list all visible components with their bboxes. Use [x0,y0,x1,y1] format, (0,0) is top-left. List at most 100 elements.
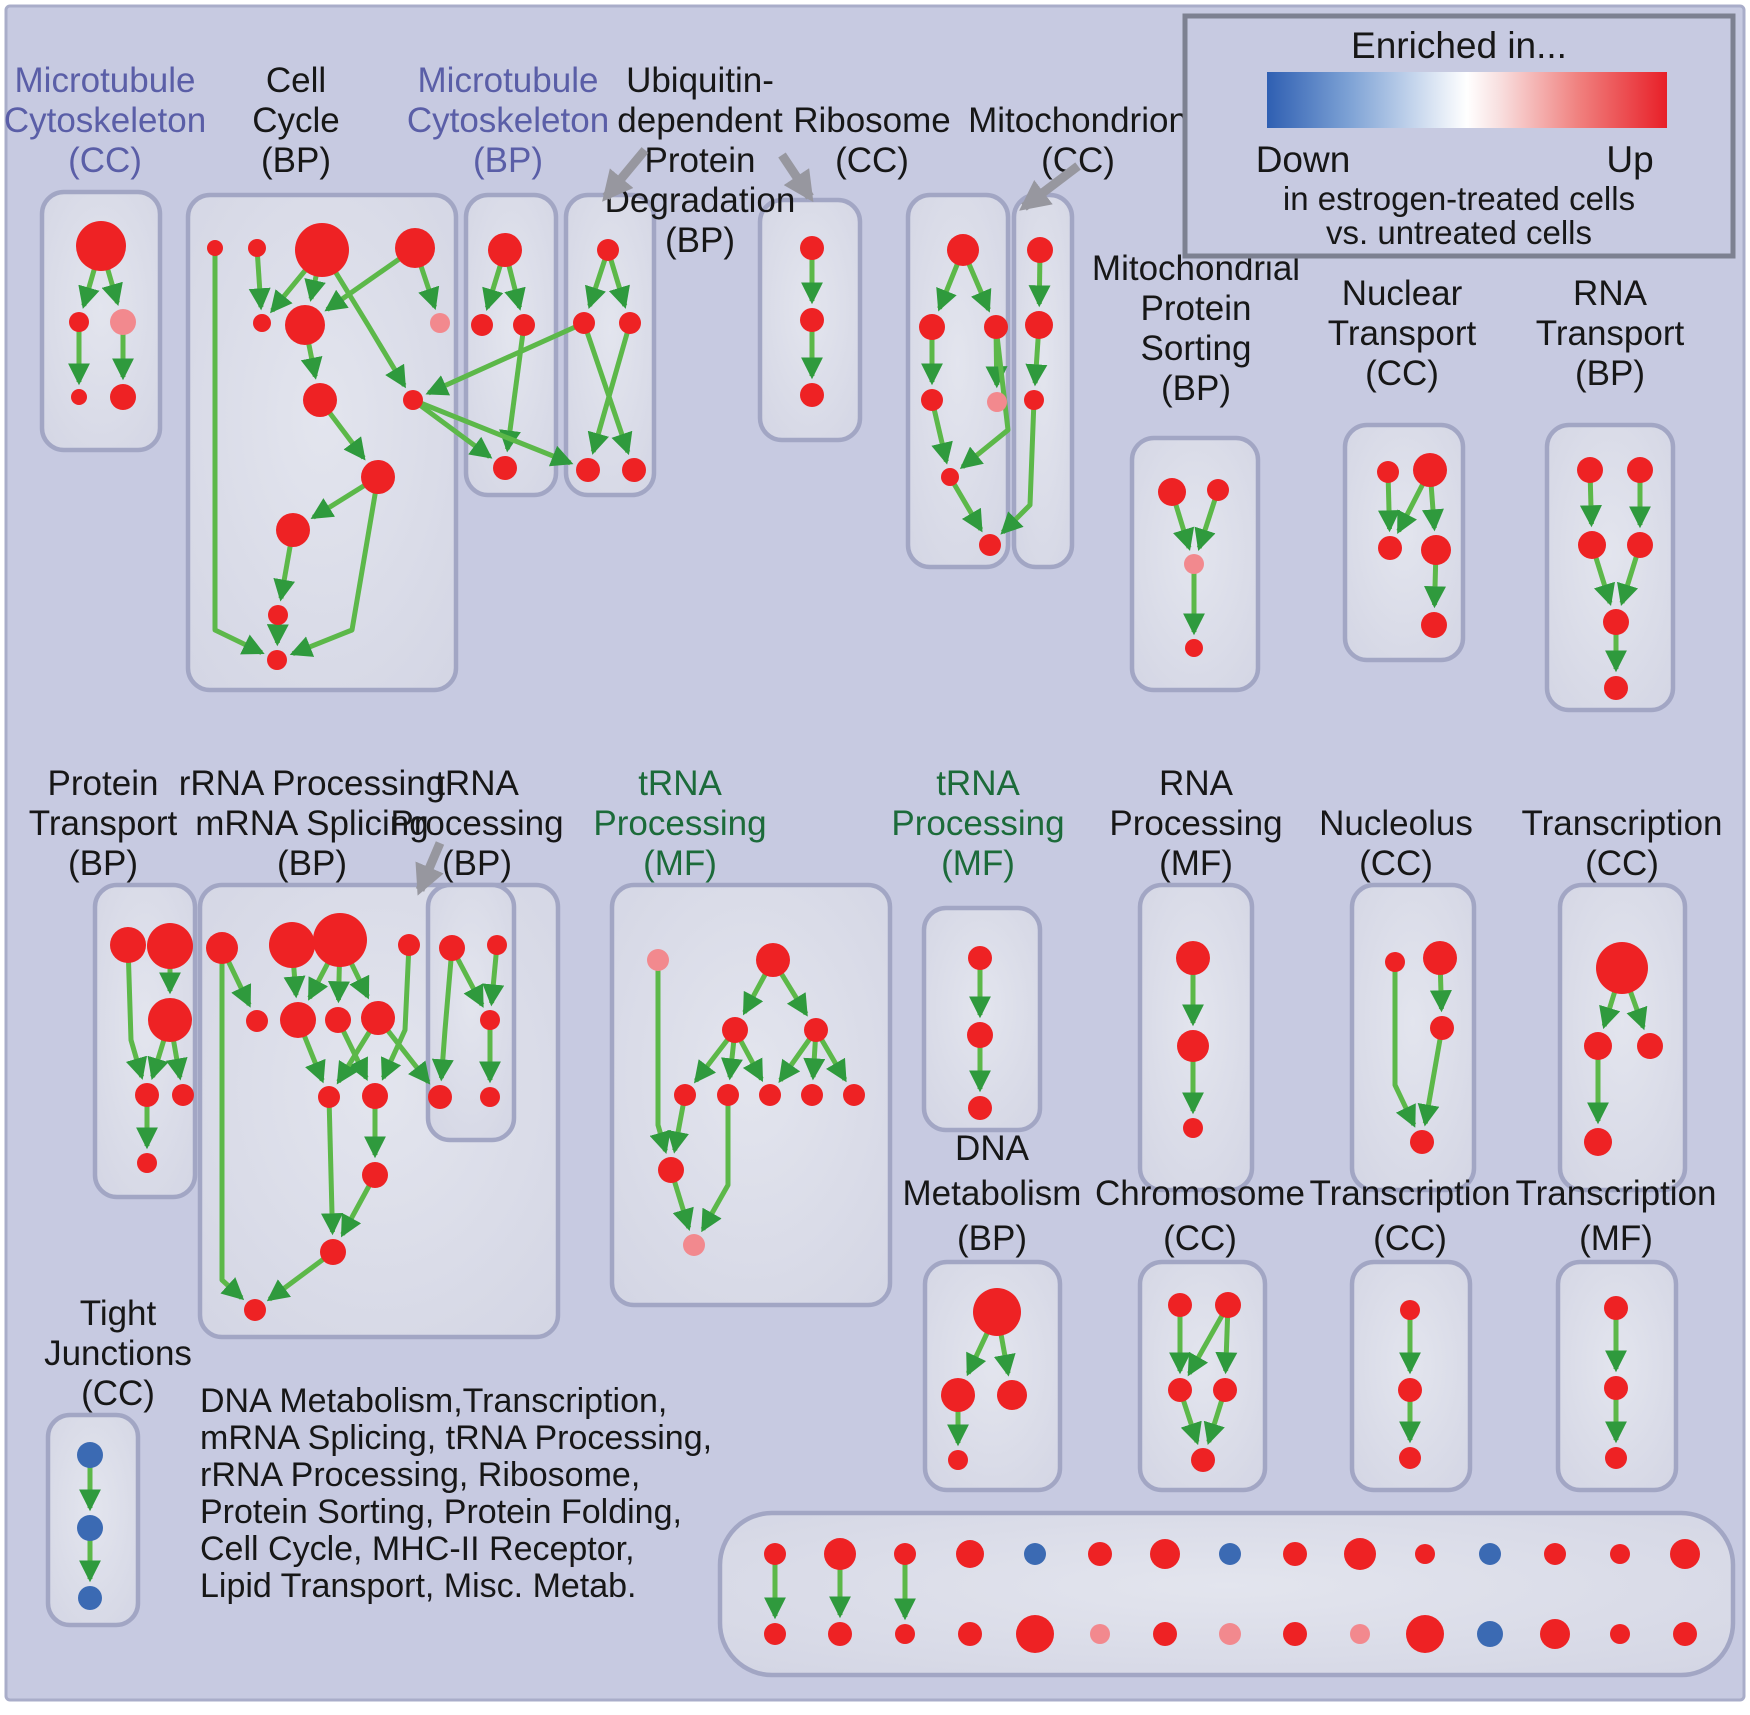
node-ribosome-r6 [979,534,1001,556]
label-trna_processing_bp-line-2: (BP) [442,844,512,883]
edge-nucleolus-e0-e3 [1392,962,1417,1128]
label-nucleolus-line-1: (CC) [1359,844,1433,883]
edge-cell_cycle-c1-c4 [248,247,271,311]
label-rna_processing_mf-line-2: (MF) [1159,844,1233,883]
label-microtubule_cc-line-0: Microtubule [15,61,196,100]
node-microtubule_cc-a3 [71,389,87,405]
node-cell_cycle-c0 [207,240,223,256]
label-trna_processing_mf_big-line-0: tRNA [638,764,722,803]
node-misc_strip-bt14 [1670,1539,1700,1569]
node-misc_strip-bb1 [828,1622,852,1646]
label-rna_transport-line-2: (BP) [1575,354,1645,393]
node-rrna_processing-g2 [313,913,367,967]
group-box-transcription_mf [1555,1259,1679,1493]
node-ribosome-r3 [921,389,943,411]
label-ubiquitin_box1-line-2: Protein [645,141,756,180]
label-ubiquitin_box1-line-3: Degradation [605,181,796,220]
node-microtubule_bp-m1 [471,314,493,336]
node-cell_cycle-c6 [430,313,450,333]
node-misc_strip-bb11 [1477,1621,1503,1647]
annotation-arrow-2 [1019,162,1081,211]
node-misc_strip-bb5 [1090,1624,1110,1644]
edge-trna_processing_mf_big-f0-f9 [649,960,671,1154]
node-misc_strip-bb9 [1350,1624,1370,1644]
node-protein_transport-w2 [148,998,192,1042]
node-misc_strip-bb0 [764,1623,786,1645]
label-trna_processing_mf_small-line-2: (MF) [941,844,1015,883]
node-transcription_cc_1-x2 [1637,1033,1663,1059]
node-ribosome-r2 [984,315,1008,339]
node-trna_processing_mf_big-f6 [759,1084,781,1106]
label-transcription_cc_2-line-1: (CC) [1373,1219,1447,1258]
node-microtubule_cc-a4 [110,384,136,410]
label-microtubule_bp-line-1: Cytoskeleton [407,101,609,140]
edge-microtubule_bp-m2-m3 [499,324,527,453]
node-rrna_processing-g9 [362,1083,388,1109]
annotation-arrow-0 [602,147,649,202]
group-box-transcription_cc_1 [1557,882,1688,1193]
node-cell_cycle-c12 [267,650,287,670]
label-tight_junctions-line-2: (CC) [81,1374,155,1413]
node-transcription_cc_2-y1 [1398,1378,1422,1402]
cross-edge-mitochondrion-t2-ribosome-r6 [1000,399,1037,535]
node-trna_processing_mf_big-f1 [756,943,790,977]
node-ubiquitin_box1-u2 [619,312,641,334]
node-tight_junctions-j0 [77,1442,103,1468]
label-chromosome-line-0: Chromosome [1095,1174,1305,1213]
label-trna_processing_mf_big-line-2: (MF) [643,844,717,883]
node-misc_strip-bb7 [1219,1623,1241,1645]
misc-text-line-1: mRNA Splicing, tRNA Processing, [200,1419,712,1457]
node-rna_processing_mf-q0 [1176,941,1210,975]
node-nucleolus-e2 [1430,1016,1454,1040]
node-nucleolus-e0 [1385,952,1405,972]
edge-protein_transport-w0-w3 [125,944,148,1080]
edge-cell_cycle-c2-c8 [319,248,407,389]
node-trna_processing_mf_big-f4 [674,1084,696,1106]
label-protein_transport-line-2: (BP) [68,844,138,883]
node-microtubule_cc-a1 [69,312,89,332]
label-tight_junctions-line-1: Junctions [44,1334,192,1373]
edge-rrna_processing-g8-g11 [321,1096,343,1236]
node-transcription_cc_2-y2 [1399,1447,1421,1469]
node-misc_strip-bt10 [1415,1544,1435,1564]
label-dna_metabolism-line-1: Metabolism [903,1174,1082,1213]
label-tight_junctions-line-0: Tight [80,1294,157,1333]
node-cell_cycle-c4 [253,314,271,332]
misc-text-line-0: DNA Metabolism,Transcription, [200,1382,667,1420]
node-ubiquitin_box1-u3 [576,458,600,482]
node-microtubule_bp-m2 [513,314,535,336]
group-box-microtubule_bp [463,192,559,498]
node-ribosome-r5 [941,468,959,486]
node-mito_protein_sorting-p0 [1158,478,1186,506]
node-cell_cycle-c3 [395,228,435,268]
edge-trna_processing_bp-tb0-tb3 [431,947,455,1082]
cross-edge-cell_cycle-c8-ubiquitin_box1-u3 [412,397,574,467]
label-transcription_cc_1-line-1: (CC) [1585,844,1659,883]
node-microtubule_bp-m0 [488,233,522,267]
node-ribosome-r4 [987,392,1007,412]
node-nuclear_transport-nn0 [1377,461,1399,483]
label-rna_processing_mf-line-0: RNA [1159,764,1234,803]
node-trna_processing_mf_big-f0 [647,949,669,971]
label-rrna_processing-line-1: mRNA Splicing [195,804,428,843]
node-chromosome-h2 [1168,1378,1192,1402]
legend: Enriched in... Down Up in estrogen-treat… [1182,13,1736,259]
node-misc_strip-bt12 [1544,1543,1566,1565]
node-trna_processing_mf_big-f8 [843,1084,865,1106]
label-transcription_mf-line-1: (MF) [1579,1219,1653,1258]
label-rna_transport-line-0: RNA [1573,274,1648,313]
node-misc_strip-bt9 [1344,1538,1376,1570]
edge-ribosome-r2-r5 [959,326,1011,470]
node-misc_strip-bt5 [1088,1542,1112,1566]
label-rrna_processing-line-0: rRNA Processing [179,764,445,803]
node-rrna_processing-g7 [361,1001,395,1035]
legend-box [1182,13,1736,259]
misc-text-line-5: Lipid Transport, Misc. Metab. [200,1567,637,1605]
node-ribosome-r0 [947,234,979,266]
label-cell_cycle-line-1: Cycle [252,101,340,140]
node-nucleolus-e1 [1423,941,1457,975]
node-nuclear_transport-nn2 [1378,536,1402,560]
node-protein_transport-w3 [135,1083,159,1107]
